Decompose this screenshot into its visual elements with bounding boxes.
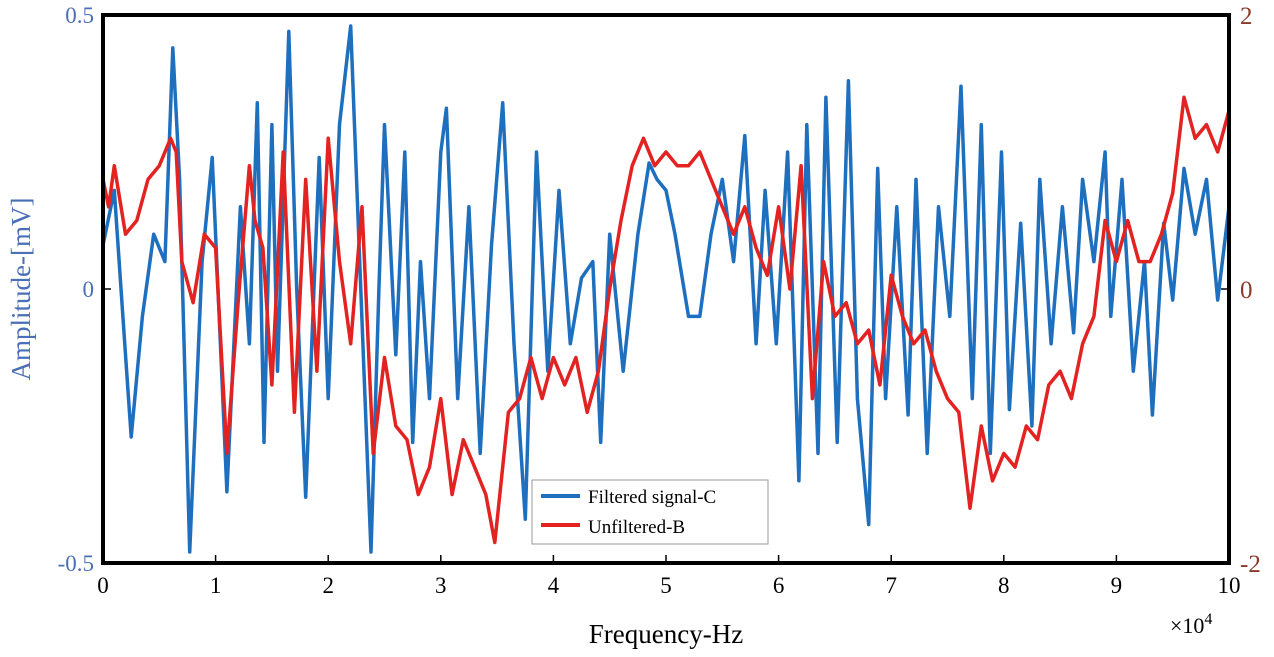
- y-left-tick-label: 0: [83, 277, 95, 302]
- legend-label-unfiltered: Unfiltered-B: [588, 517, 685, 538]
- x-tick-label: 7: [885, 573, 897, 598]
- x-tick-label: 3: [435, 573, 447, 598]
- series-line-unfiltered: [101, 95, 1231, 545]
- legend-label-filtered: Filtered signal-C: [588, 487, 716, 508]
- y-right-tick-label: 2: [1240, 3, 1253, 30]
- x-tick-label: 1: [210, 573, 222, 598]
- y-left-tick-label: -0.5: [58, 551, 94, 576]
- x-tick-label: 10: [1218, 573, 1241, 598]
- x-multiplier-exp: 4: [1204, 611, 1212, 628]
- x-tick-label: 8: [998, 573, 1010, 598]
- x-multiplier-base: ×10: [1170, 613, 1204, 638]
- x-tick-label: 4: [548, 573, 560, 598]
- y-right-tick-label: -2: [1240, 551, 1261, 578]
- y-left-tick-label: 0.5: [65, 3, 94, 28]
- y-left-label: Amplitude-[mV]: [6, 198, 36, 381]
- x-tick-label: 9: [1111, 573, 1123, 598]
- series-group: [101, 24, 1231, 554]
- legend-box: [531, 479, 769, 545]
- x-tick-label: 2: [322, 573, 334, 598]
- x-tick-label: 0: [97, 573, 109, 598]
- x-tick-label: 6: [773, 573, 785, 598]
- plot-frame: [101, 13, 1231, 565]
- series-line-filtered: [101, 24, 1231, 554]
- legend: Filtered signal-C Unfiltered-B: [531, 479, 769, 545]
- x-multiplier: ×104: [1170, 611, 1212, 638]
- ticks-group: 0 1 2 3 4 5 6 7 8 9 10-0.500.5-202: [58, 3, 1261, 598]
- x-axis-label: Frequency-Hz: [589, 619, 743, 649]
- x-tick-label: 5: [660, 573, 672, 598]
- y-right-tick-label: 0: [1240, 277, 1253, 304]
